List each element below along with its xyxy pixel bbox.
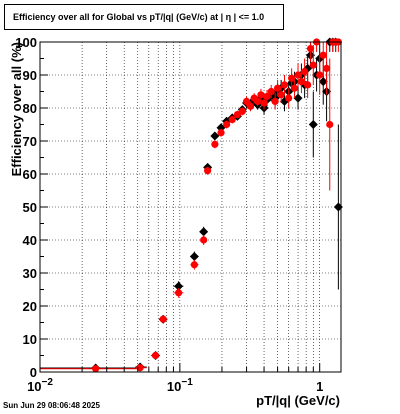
data-point: [294, 71, 302, 79]
x-tick-label: 10−1: [167, 377, 193, 394]
data-point: [211, 140, 219, 148]
x-tick-label: 10−2: [27, 377, 53, 394]
data-point: [308, 120, 318, 129]
data-point: [200, 236, 208, 244]
data-point: [228, 115, 236, 124]
data-point: [318, 77, 328, 87]
data-point: [333, 202, 343, 212]
y-tick-label: 40: [23, 233, 37, 248]
data-point: [174, 281, 184, 291]
data-point: [242, 97, 251, 105]
data-point: [309, 61, 317, 69]
y-tick-label: 90: [23, 68, 37, 83]
y-tick-label: 60: [23, 167, 37, 182]
data-point: [280, 81, 289, 89]
data-point: [223, 120, 231, 129]
data-point: [217, 129, 225, 137]
timestamp: Sun Jun 29 08:06:48 2025: [3, 401, 100, 410]
data-point: [271, 97, 279, 105]
data-point: [288, 74, 296, 82]
y-tick-label: 70: [23, 134, 37, 149]
y-tick-label: 50: [23, 200, 37, 215]
data-point: [290, 84, 299, 92]
data-point: [199, 227, 209, 237]
y-tick-label: 0: [30, 365, 37, 380]
data-point: [238, 107, 246, 115]
data-point: [190, 261, 198, 269]
data-point: [322, 64, 331, 72]
data-point: [316, 71, 324, 79]
data-point: [210, 131, 220, 141]
data-point: [260, 99, 268, 107]
y-tick-label: 20: [23, 299, 37, 314]
y-axis-label: Efficiency over all (%): [9, 42, 24, 176]
data-point: [92, 365, 100, 373]
data-point: [151, 351, 160, 360]
grid: [40, 42, 341, 372]
data-point: [319, 51, 327, 59]
chart-title: Efficiency over all for Global vs pT/|q|…: [13, 12, 265, 22]
axes: 0 10 20 30 40 50 60 70 80 90 100 10−2 10−1 1: [15, 35, 323, 394]
data-point: [301, 68, 309, 76]
data-points: [40, 37, 343, 373]
data-point: [257, 91, 265, 99]
data-point: [189, 252, 199, 261]
y-tick-label: 80: [23, 101, 37, 116]
data-point: [326, 120, 334, 129]
data-point: [254, 97, 262, 105]
data-point: [304, 81, 312, 89]
y-tick-label: 10: [23, 332, 37, 347]
data-point: [263, 92, 271, 101]
data-point: [297, 78, 306, 86]
y-tick-label: 30: [23, 266, 37, 281]
data-point: [274, 84, 282, 92]
data-point: [204, 167, 212, 175]
data-point: [277, 91, 285, 99]
data-point: [306, 45, 315, 53]
y-tick-label: 100: [15, 35, 37, 50]
data-point: [246, 102, 255, 110]
chart-title-box: Efficiency over all for Global vs pT/|q|…: [4, 4, 284, 30]
data-point: [285, 94, 293, 102]
x-tick-label: 1: [316, 379, 323, 394]
x-axis-label: pT/|q| (GeV/c): [256, 393, 340, 408]
data-point: [293, 93, 303, 103]
data-point: [136, 364, 144, 372]
data-point: [175, 289, 183, 297]
data-point: [159, 315, 167, 323]
data-point: [267, 87, 275, 96]
